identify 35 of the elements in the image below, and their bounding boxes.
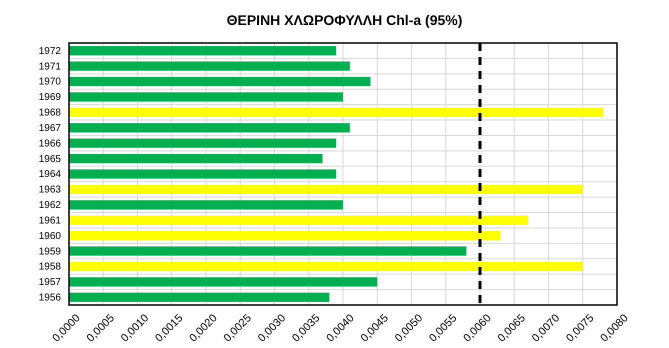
y-tick-label: 1962 <box>38 200 62 212</box>
y-tick-label: 1958 <box>38 262 62 273</box>
bar <box>69 231 501 240</box>
y-tick-label: 1965 <box>38 154 62 165</box>
bar <box>69 216 528 225</box>
y-tick-label: 1969 <box>38 92 62 104</box>
y-tick-label: 1972 <box>38 46 62 57</box>
chart-title: ΘΕΡΙΝΗ ΧΛΩΡΟΦΥΛΛΗ Chl-a (95%) <box>226 12 462 28</box>
bar <box>69 262 583 272</box>
bar <box>69 46 336 56</box>
bar <box>69 138 336 148</box>
bar <box>69 92 343 102</box>
y-tick-label: 1968 <box>38 108 62 119</box>
bar <box>69 61 350 71</box>
bar <box>69 108 604 117</box>
y-tick-label: 1961 <box>38 215 62 226</box>
y-tick-label: 1971 <box>38 61 62 72</box>
y-tick-label: 1970 <box>38 76 62 88</box>
y-tick-label: 1963 <box>38 184 62 196</box>
bar <box>69 76 370 86</box>
y-tick-label: 1959 <box>38 246 62 258</box>
y-tick-label: 1960 <box>38 230 62 242</box>
y-tick-label: 1964 <box>38 169 62 180</box>
bar <box>69 246 466 256</box>
bar <box>69 277 378 287</box>
bar <box>69 184 583 194</box>
y-tick-label: 1957 <box>38 277 62 288</box>
bar <box>69 169 336 179</box>
bar <box>69 154 322 164</box>
y-tick-label: 1966 <box>38 138 62 150</box>
y-tick-label: 1956 <box>38 292 62 304</box>
bar <box>69 292 330 302</box>
bar <box>69 200 343 210</box>
y-tick-label: 1967 <box>38 122 62 134</box>
bar <box>69 123 350 132</box>
